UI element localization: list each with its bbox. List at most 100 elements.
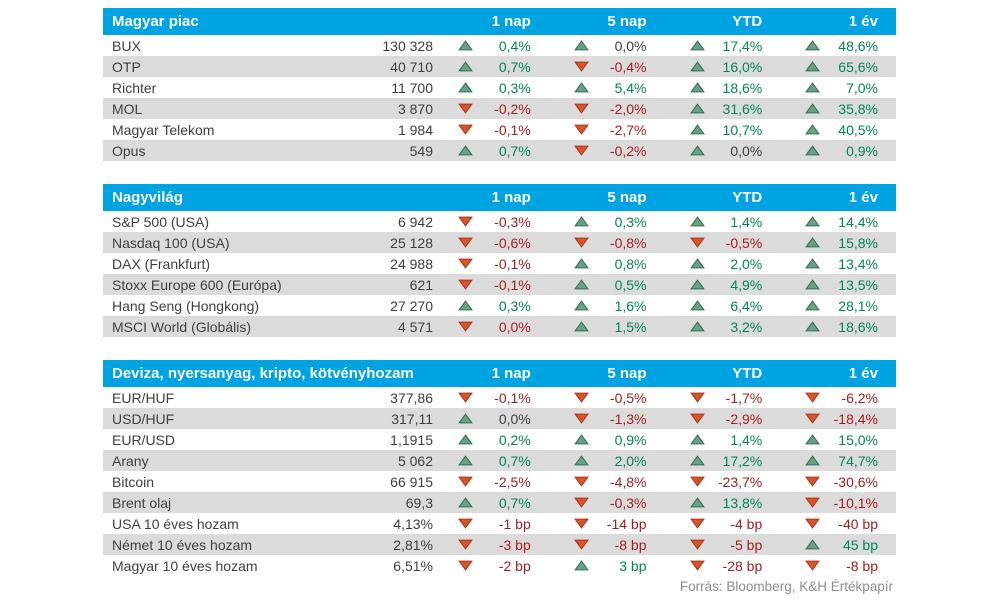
change-cell: -4,8% [549,474,665,490]
change-cell: 0,9% [780,143,896,159]
change-value: 1,6% [614,297,647,314]
change-cell: 0,7% [433,59,549,75]
column-header: 5 nap [607,13,647,30]
change-cell: 3 bp [549,558,665,574]
change-cell: 0,7% [433,495,549,511]
change-value: -10,1% [833,494,878,511]
change-cell: 0,0% [433,319,549,335]
change-value: 17,4% [722,37,763,54]
change-cell: -30,6% [780,474,896,490]
section-header: Magyar piac 1 nap 5 nap YTD 1 év [103,8,896,35]
trend-down-icon [689,560,705,571]
trend-down-icon [689,476,705,487]
row-value: 25 128 [390,234,433,251]
change-cell: 48,6% [780,38,896,54]
table-row: Opus 549 0,7% -0,2% 0,0% 0,9% [103,140,896,161]
change-cell: 0,7% [433,143,549,159]
change-value: 18,6% [838,318,878,335]
trend-down-icon [458,216,473,227]
change-value: -0,1% [494,276,531,293]
change-value: -1,7% [725,389,763,406]
change-cell: -2,7% [549,122,665,138]
change-value: 40,5% [838,121,878,138]
change-cell: 3,2% [665,319,781,335]
change-value: 0,9% [614,431,647,448]
change-cell: -3 bp [433,537,549,553]
change-cell: -0,1% [433,277,549,293]
row-name: Magyar Telekom [112,121,215,138]
trend-up-icon [573,82,589,93]
change-cell: -0,8% [549,235,665,251]
change-cell: 15,0% [780,432,896,448]
change-value: -28 bp [722,557,763,574]
change-value: 0,3% [614,213,647,230]
change-value: 0,9% [846,142,878,159]
change-cell: 0,7% [433,453,549,469]
trend-up-icon [805,321,821,332]
row-value: 3 870 [397,100,433,117]
trend-down-icon [805,413,821,424]
trend-down-icon [573,103,589,114]
change-cell: 5,4% [549,80,665,96]
change-value: 6,4% [730,297,763,314]
change-cell: -8 bp [549,537,665,553]
change-cell: 17,2% [665,453,781,469]
trend-down-icon [805,476,821,487]
change-cell: -0,2% [549,143,665,159]
change-cell: 0,2% [433,432,549,448]
change-value: 0,0% [498,318,531,335]
change-cell: 15,8% [780,235,896,251]
change-cell: 18,6% [780,319,896,335]
column-header: 1 év [848,13,878,30]
change-value: 14,4% [838,213,878,230]
trend-up-icon [805,279,821,290]
change-cell: -0,2% [433,101,549,117]
column-header: 1 nap [491,13,531,30]
column-header: 5 nap [607,189,647,206]
row-name: Stoxx Europe 600 (Európa) [112,276,282,293]
row-name: Arany [112,452,149,469]
table-row: EUR/USD 1,1915 0,2% 0,9% 1,4% 15,0% [103,429,896,450]
trend-down-icon [805,560,821,571]
trend-up-icon [805,455,821,466]
change-value: 0,5% [614,276,647,293]
trend-down-icon [573,124,589,135]
trend-up-icon [573,40,589,51]
change-cell: 4,9% [665,277,781,293]
trend-down-icon [458,279,473,290]
change-value: 0,0% [730,142,763,159]
change-cell: -2,9% [665,411,781,427]
section-title: Deviza, nyersanyag, kripto, kötvényhozam [112,365,414,382]
trend-down-icon [689,539,705,550]
row-name: EUR/HUF [112,389,175,406]
trend-up-icon [573,279,589,290]
trend-down-icon [573,392,589,403]
change-cell: 0,3% [433,298,549,314]
trend-up-icon [805,539,821,550]
trend-up-icon [805,82,821,93]
row-value: 4,13% [393,515,433,532]
change-cell: -10,1% [780,495,896,511]
section-header: Nagyvilág 1 nap 5 nap YTD 1 év [103,184,896,211]
table-row: Német 10 éves hozam 2,81% -3 bp -8 bp -5 bp 4… [103,534,896,555]
trend-up-icon [689,279,705,290]
trend-down-icon [458,103,473,114]
change-cell: 74,7% [780,453,896,469]
change-value: -40 bp [838,515,878,532]
trend-up-icon [805,434,821,445]
change-value: 0,0% [498,410,531,427]
row-value: 377,86 [390,389,433,406]
trend-up-icon [689,300,705,311]
trend-down-icon [573,476,589,487]
row-value: 5 062 [397,452,433,469]
change-value: 45 bp [842,536,878,553]
row-name: BUX [112,37,141,54]
change-value: -1 bp [498,515,531,532]
change-value: -0,3% [609,494,647,511]
trend-down-icon [805,497,821,508]
trend-up-icon [689,455,705,466]
change-value: 0,7% [498,494,531,511]
change-value: 1,4% [730,431,763,448]
column-header: 1 nap [491,365,531,382]
change-cell: -6,2% [780,390,896,406]
